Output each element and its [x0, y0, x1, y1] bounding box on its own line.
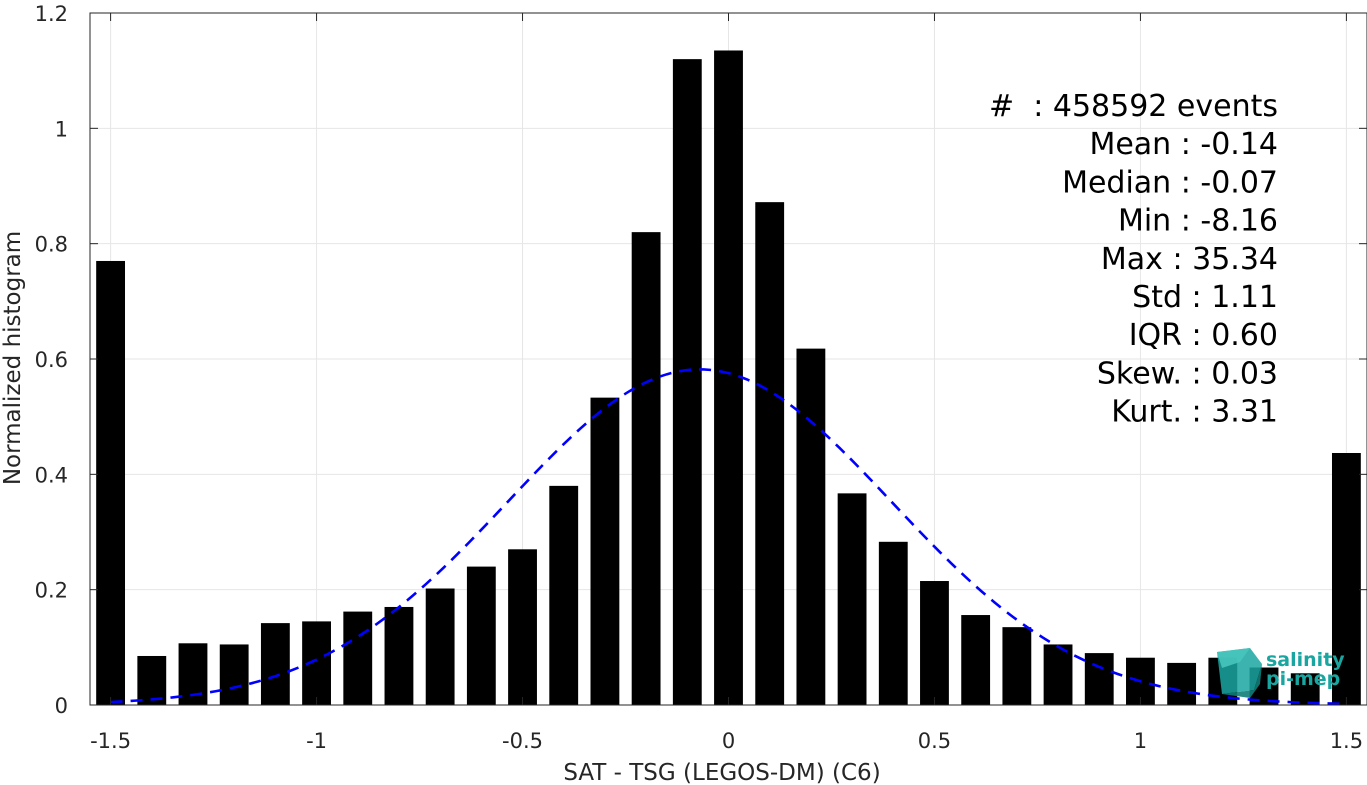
y-tick-label: 1.2 [35, 2, 68, 26]
histogram-bar [1331, 452, 1361, 705]
x-tick-labels: -1.5 -1 -0.5 0 0.5 1 1.5 [90, 729, 1363, 753]
stats-line: # : 458592 events [989, 89, 1278, 124]
x-tick-label: 0 [722, 729, 735, 753]
histogram-bar [137, 655, 167, 705]
y-tick-label: 0.2 [35, 579, 68, 603]
stats-line: Skew. : 0.03 [1097, 356, 1278, 391]
histogram-bar [1167, 662, 1197, 705]
histogram-bar [1002, 627, 1032, 705]
logo-cube-icon [1217, 648, 1262, 698]
histogram-bar [549, 485, 579, 705]
gaussian-fit-curve [110, 368, 1347, 706]
histogram-bar [590, 397, 620, 705]
x-axis-title: SAT - TSG (LEGOS-DM) (C6) [563, 760, 880, 785]
bars [96, 50, 1361, 705]
stats-line: Max : 35.34 [1101, 242, 1278, 277]
histogram-bar [920, 581, 949, 705]
histogram-bar [96, 260, 126, 705]
histogram-bar [755, 202, 785, 705]
y-axis-title: Normalized histogram [0, 231, 26, 485]
histogram-bar [508, 549, 537, 705]
histogram-bar [878, 541, 908, 705]
y-tick-label: 0.8 [35, 233, 68, 257]
y-tick-label: 0.6 [35, 348, 68, 372]
histogram-bar [384, 606, 414, 705]
y-tick-label: 0.4 [35, 463, 68, 487]
histogram-bar [631, 232, 661, 705]
histogram-bar [672, 59, 702, 705]
stats-line: Std : 1.11 [1132, 280, 1278, 315]
axis-ticks [90, 12, 1367, 706]
y-tick-label: 1 [55, 117, 68, 141]
x-tick-label: 1 [1134, 729, 1147, 753]
x-tick-label: -1.5 [90, 729, 131, 753]
histogram-bar [1084, 653, 1114, 705]
logo-text-pimep: pi-mep [1266, 668, 1340, 690]
stats-line: Kurt. : 3.31 [1111, 395, 1278, 430]
x-tick-label: 0.5 [918, 729, 951, 753]
histogram-bar [1290, 673, 1320, 705]
histogram-bar [796, 348, 826, 705]
y-tick-label: 0 [55, 694, 68, 718]
histogram-bar [1043, 644, 1073, 705]
y-tick-labels: 0 0.2 0.4 0.6 0.8 1 1.2 [35, 2, 68, 718]
stats-line: Median : -0.07 [1062, 165, 1278, 200]
histogram-bar [714, 50, 743, 705]
logo-text-salinity: salinity [1266, 649, 1345, 671]
x-tick-label: -0.5 [502, 729, 543, 753]
histogram-bar [425, 588, 455, 705]
stats-line: IQR : 0.60 [1129, 318, 1278, 353]
histogram-bar [219, 644, 249, 705]
histogram-bar [961, 615, 991, 705]
stats-line: Min : -8.16 [1118, 204, 1278, 239]
stats-line: Mean : -0.14 [1089, 127, 1278, 162]
salinity-pimep-logo: salinity pi-mep [1217, 648, 1345, 698]
histogram-bar [343, 611, 373, 705]
histogram-bar [837, 493, 867, 705]
x-tick-label: 1.5 [1330, 729, 1363, 753]
histogram-bar [260, 623, 290, 705]
x-tick-label: -1 [306, 729, 327, 753]
histogram-bar [466, 566, 496, 705]
